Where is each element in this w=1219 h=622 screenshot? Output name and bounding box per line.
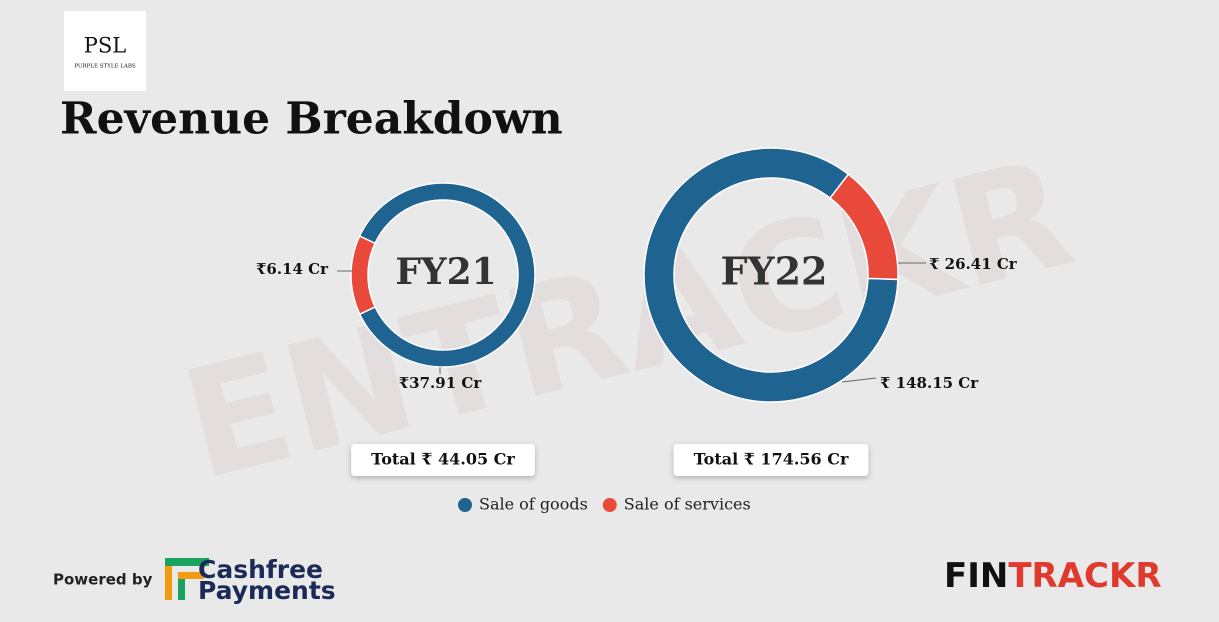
legend-marker [458,498,472,512]
total-box: Total ₹ 174.56 Cr [673,444,869,476]
total-box-bg [673,444,869,476]
leader-line [841,377,877,383]
donut-slice [350,235,377,316]
sponsor-name: Payments [198,576,336,605]
brand-part: TRACKR [1008,556,1161,596]
legend-marker [602,498,617,512]
total-label: Total ₹ 174.56 Cr [694,450,849,469]
legend-label: Sale of goods [479,495,588,514]
logo-name: PURPLE STYLE LABS [74,64,136,70]
total-box: Total ₹ 44.05 Cr [351,444,535,476]
value-label: ₹ 26.41 Cr [929,255,1018,273]
total-box-bg [351,444,535,476]
donut-slice [358,182,536,368]
sponsor-name: Cashfree [198,555,323,584]
donut-slice [643,147,899,403]
center-label: FY21 [395,251,496,293]
value-label: ₹37.91 Cr [399,374,483,392]
brand: FINTRACKR [944,556,1162,596]
watermark: ENTRACKR [168,127,1087,514]
total-label: Total ₹ 44.05 Cr [371,450,515,469]
title: Revenue Breakdown [60,94,563,145]
value-label: ₹6.14 Cr [256,260,329,278]
powered-by: Powered by [53,571,153,589]
donut-slice [829,173,899,281]
value-label: ₹ 148.15 Cr [880,374,979,392]
sponsor-icon [165,558,209,600]
legend-label: Sale of services [624,495,751,514]
center-label: FY22 [721,249,828,294]
logo-box [64,11,146,91]
logo-abbr: PSL [84,34,127,58]
brand-part: FIN [944,556,1008,596]
